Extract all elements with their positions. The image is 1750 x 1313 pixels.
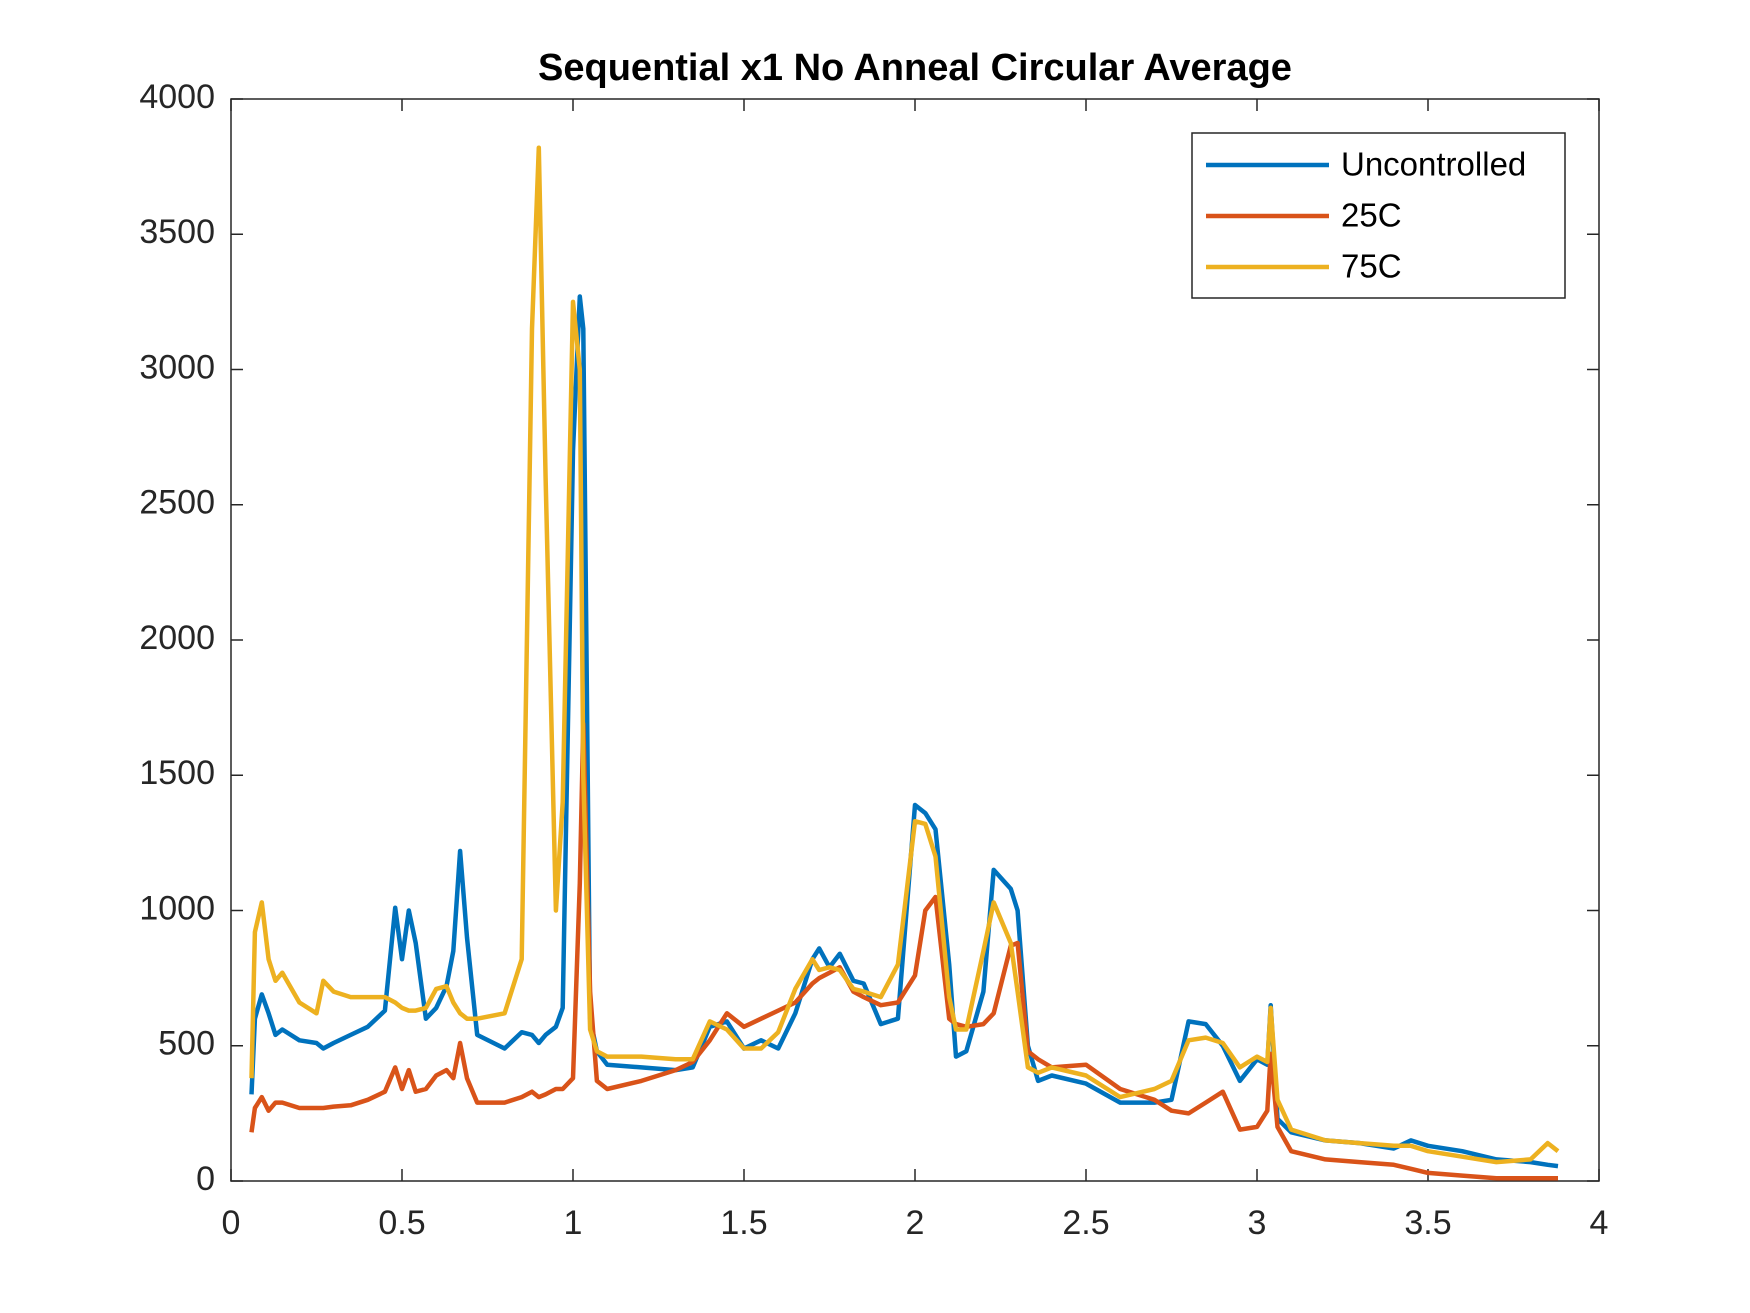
- x-tick-label: 1: [564, 1204, 583, 1242]
- y-tick-label: 4000: [139, 78, 215, 116]
- y-tick-label: 2500: [139, 484, 215, 522]
- x-tick-label: 4: [1590, 1204, 1609, 1242]
- series-line: [249, 145, 1560, 1165]
- legend-label: 75C: [1341, 248, 1402, 285]
- x-tick-label: 2.5: [1062, 1204, 1109, 1242]
- legend-label: Uncontrolled: [1341, 146, 1526, 183]
- y-tick-label: 1500: [139, 754, 215, 792]
- x-tick-label: 3: [1248, 1204, 1267, 1242]
- x-tick-label: 0: [222, 1204, 241, 1242]
- x-tick-label: 3.5: [1404, 1204, 1451, 1242]
- y-tick-label: 3000: [139, 348, 215, 386]
- series-line: [249, 294, 1559, 1169]
- chart-title: Sequential x1 No Anneal Circular Average: [538, 47, 1292, 89]
- x-tick-label: 0.5: [378, 1204, 425, 1242]
- y-tick-label: 0: [196, 1160, 215, 1198]
- legend-label: 25C: [1341, 197, 1402, 234]
- x-tick-label: 1.5: [720, 1204, 767, 1242]
- y-tick-label: 1000: [139, 889, 215, 927]
- y-tick-label: 2000: [139, 619, 215, 657]
- x-tick-label: 2: [906, 1204, 925, 1242]
- y-tick-label: 3500: [139, 213, 215, 251]
- y-tick-label: 500: [158, 1025, 215, 1063]
